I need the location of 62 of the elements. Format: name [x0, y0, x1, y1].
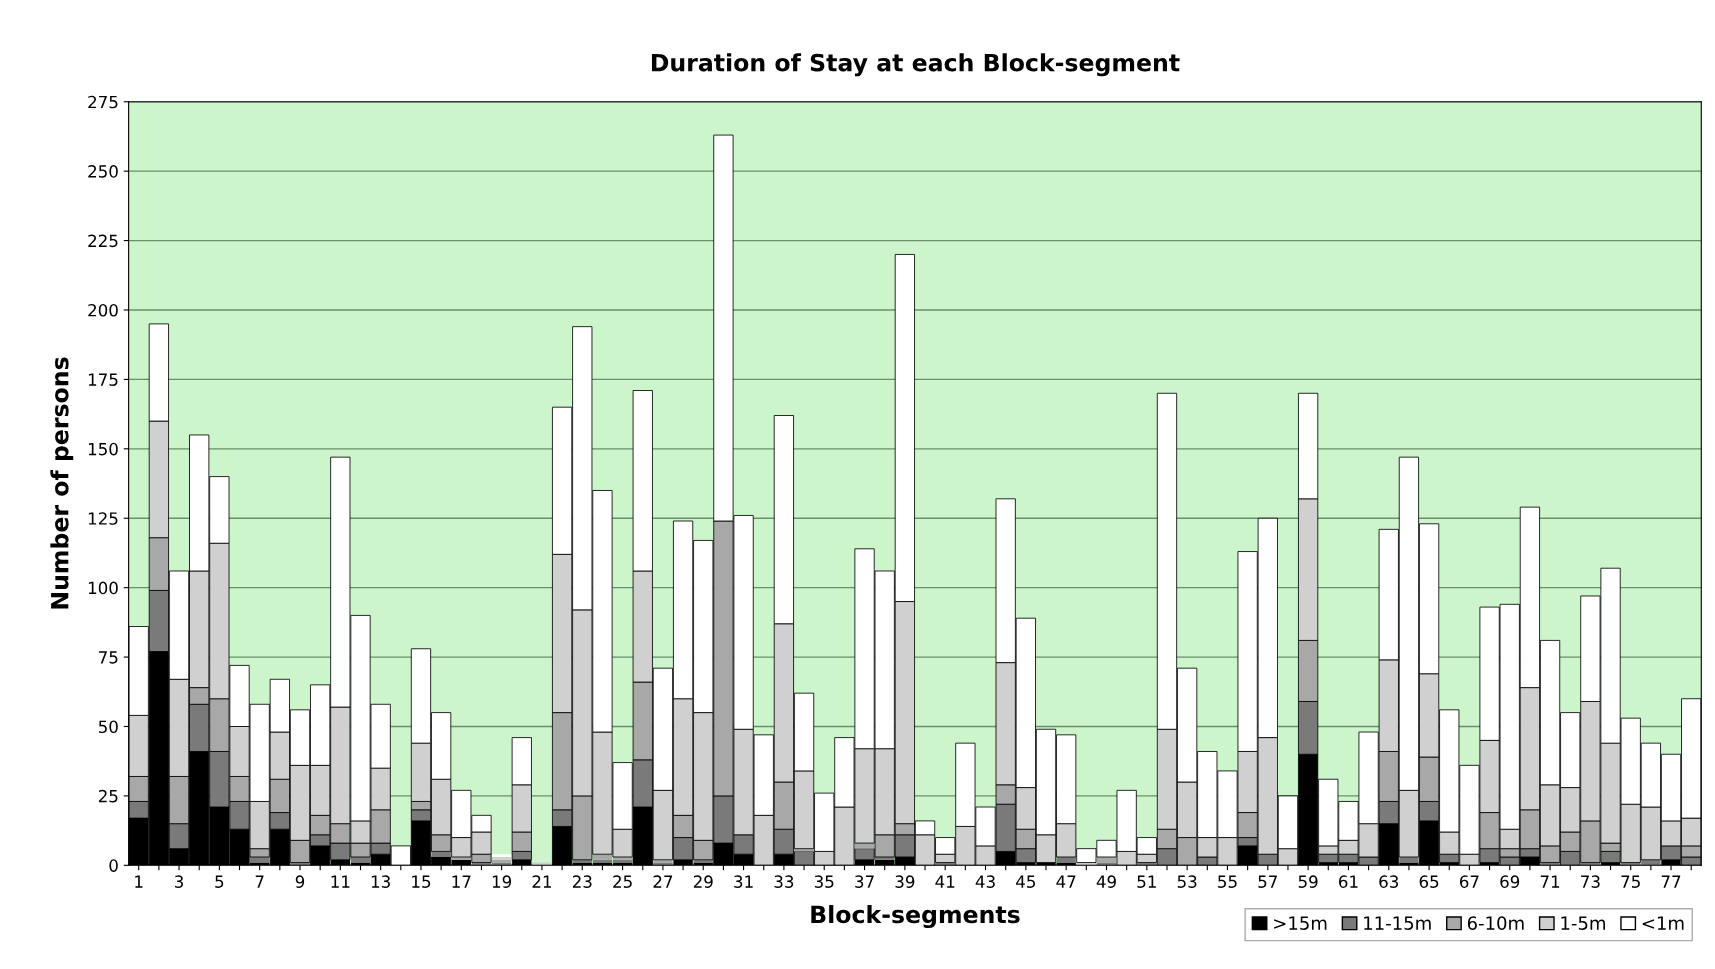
x-tick-label: 45: [1016, 875, 1035, 888]
x-tick-label: 71: [1540, 875, 1560, 888]
x-tick-label: 69: [1500, 875, 1520, 888]
x-tick-label: 29: [693, 875, 713, 888]
y-tick-label: 100: [88, 581, 118, 595]
y-tick-label: 225: [88, 234, 118, 248]
x-tick-label: 53: [1177, 875, 1197, 888]
x-tick-label: 61: [1339, 875, 1358, 888]
x-tick-label: 5: [215, 875, 224, 888]
x-tick-label: 37: [855, 875, 874, 888]
x-tick-label: 57: [1258, 875, 1277, 888]
x-tick-label: 67: [1459, 875, 1479, 888]
x-tick-label: 1: [135, 875, 143, 888]
x-tick-label: 17: [452, 875, 471, 888]
x-tick-label: 65: [1419, 875, 1439, 888]
legend-label: 11-15m: [1364, 916, 1431, 930]
x-tick-label: 7: [255, 875, 264, 888]
x-tick-label: 11: [331, 875, 350, 888]
x-tick-label: 21: [532, 875, 552, 888]
x-tick-label: 19: [492, 875, 512, 888]
y-tick-label: 50: [98, 720, 118, 734]
y-tick-label: 250: [88, 165, 118, 178]
x-tick-label: 41: [935, 875, 955, 888]
x-tick-label: 39: [895, 875, 915, 888]
y-tick-label: 75: [99, 651, 118, 664]
y-tick-label: 25: [98, 789, 118, 803]
y-tick-label: 175: [88, 373, 118, 386]
y-tick-label: 150: [88, 442, 118, 456]
legend-label: 6-10m: [1467, 916, 1524, 930]
x-tick-label: 13: [371, 875, 390, 888]
chart-title: Duration of Stay at each Block-segment: [651, 53, 1180, 77]
x-tick-label: 51: [1137, 875, 1156, 888]
x-tick-label: 55: [1218, 875, 1237, 888]
x-tick-label: 23: [572, 875, 592, 888]
x-tick-label: 15: [412, 875, 431, 888]
x-tick-label: 47: [1056, 875, 1076, 888]
y-tick-label: 200: [88, 303, 118, 317]
y-tick-label: 125: [88, 512, 118, 525]
x-axis-title: Block-segments: [811, 905, 1020, 929]
x-tick-label: 59: [1298, 875, 1318, 888]
y-tick-label: 275: [88, 95, 118, 109]
x-tick-label: 25: [613, 875, 632, 888]
x-tick-label: 49: [1096, 875, 1116, 888]
legend-label: >15m: [1274, 916, 1327, 930]
legend-label: <1m: [1642, 916, 1684, 930]
x-tick-label: 35: [814, 875, 834, 888]
x-tick-label: 43: [975, 875, 995, 888]
x-tick-label: 75: [1621, 875, 1640, 888]
x-tick-label: 9: [295, 875, 305, 888]
legend-label: 1-5m: [1561, 916, 1605, 930]
y-tick-label: 0: [109, 859, 118, 872]
bar: [431, 851, 451, 857]
x-tick-label: 77: [1661, 875, 1681, 888]
x-tick-label: 73: [1581, 875, 1600, 888]
x-tick-label: 27: [653, 875, 673, 888]
x-tick-label: 31: [734, 875, 753, 888]
bar: [1399, 856, 1419, 863]
x-tick-label: 3: [175, 875, 183, 888]
y-axis-title: Number of persons: [50, 357, 74, 609]
x-tick-label: 63: [1379, 875, 1399, 888]
bar: [1056, 856, 1076, 863]
x-tick-label: 33: [774, 875, 794, 888]
